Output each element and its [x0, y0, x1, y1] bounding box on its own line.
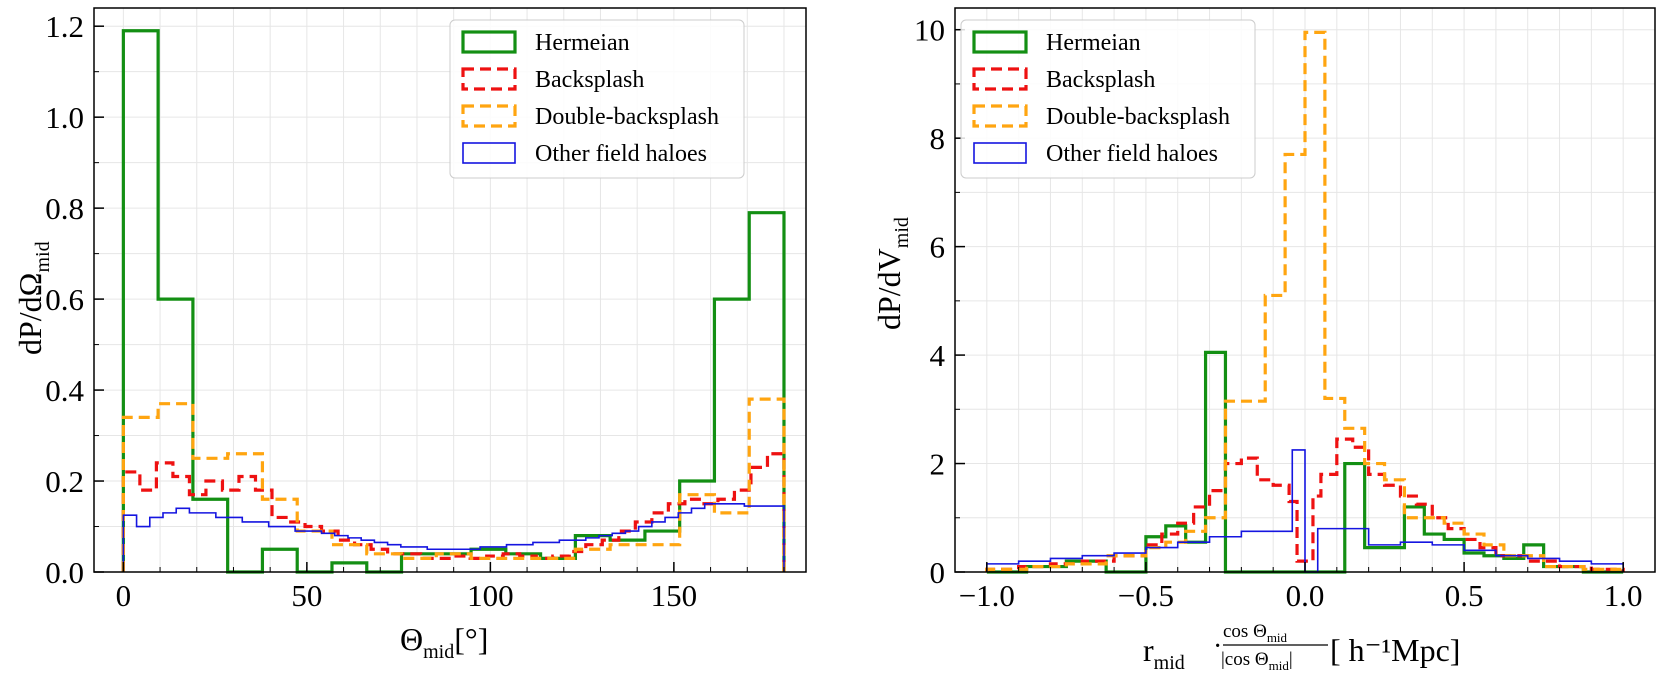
right-y-tick-label: 2: [930, 447, 946, 482]
right-series-other-field-haloes: [986, 449, 1624, 573]
left-legend-label: Backsplash: [535, 67, 644, 93]
left-y-axis-title: dP/dΩmid: [12, 241, 54, 355]
left-series-other-field-haloes: [122, 502, 785, 572]
right-legend-label: Hermeian: [1046, 30, 1141, 56]
right-legend-swatch: [973, 142, 1027, 164]
left-ticks: 0 50 100 150 0.0 0.2 0.4 0.6 0.8 1.0 1.2: [45, 9, 785, 613]
right-legend-swatch: [972, 30, 1028, 54]
frac-den-text: |cos Θ: [1221, 649, 1269, 670]
right-x-tick-label: 0.5: [1445, 578, 1484, 613]
left-y-tick-label: 0.0: [45, 555, 84, 590]
left-x-tick-label: 100: [467, 578, 514, 613]
right-legend-swatch: [972, 67, 1028, 91]
left-y-tick-label: 0.4: [45, 373, 84, 408]
left-series: [121, 29, 786, 574]
left-xlabel-sub: mid: [423, 641, 454, 663]
left-plot-frame: [93, 7, 807, 573]
left-legend-swatch: [461, 104, 517, 128]
right-x-tick-label: −0.5: [1118, 578, 1174, 613]
left-legend-label: Double-backsplash: [535, 104, 719, 130]
right-xlabel-rmid: rmid: [1143, 632, 1185, 674]
right-xlabel-frac-den: |cos Θmid|: [1221, 649, 1293, 673]
left-series-double-backsplash: [121, 397, 786, 572]
frac-num-sub: mid: [1267, 630, 1288, 645]
left-y-tick-label: 0.2: [45, 464, 84, 499]
right-y-tick-label: 8: [930, 121, 946, 156]
left-legend-box: [449, 19, 745, 179]
left-legend: Hermeian Backsplash Double-backsplash Other…: [449, 19, 745, 179]
left-x-axis-title: Θmid[°]: [400, 621, 488, 663]
right-legend: Hermeian Backsplash Double-backsplash Other…: [960, 19, 1256, 179]
right-y-axis-title: dP/dVmid: [871, 217, 913, 330]
left-x-tick-label: 50: [291, 578, 322, 613]
right-legend-label: Backsplash: [1046, 67, 1155, 93]
frac-den-sub: mid: [1269, 658, 1290, 673]
right-series-double-backsplash: [985, 30, 1625, 572]
left-ylabel-sub: mid: [32, 241, 54, 272]
right-x-axis-title: rmid · cos Θmid |cos Θmid| [ h⁻¹Mpc]: [1143, 621, 1460, 674]
left-y-tick-label: 1.0: [45, 100, 84, 135]
right-legend-box: [960, 19, 1256, 179]
right-y-tick-label: 4: [930, 338, 946, 373]
left-xlabel-main: Θ: [400, 621, 423, 657]
left-y-tick-label: 0.6: [45, 282, 84, 317]
right-xlabel-frac-num: cos Θmid: [1223, 621, 1288, 645]
left-y-tick-label: 1.2: [45, 9, 84, 44]
right-ticks: −1.0 −0.5 0.0 0.5 1.0 0 2 4 6 8 10: [914, 13, 1656, 613]
left-legend-label: Other field haloes: [535, 141, 707, 167]
right-x-tick-label: 1.0: [1604, 578, 1643, 613]
left-series-backsplash: [121, 452, 786, 572]
left-y-tick-label: 0.8: [45, 191, 84, 226]
left-ylabel-main: dP/dΩ: [12, 273, 48, 355]
right-legend-label: Other field haloes: [1046, 141, 1218, 167]
frac-num-text: cos Θ: [1223, 621, 1267, 642]
left-legend-swatch: [461, 30, 517, 54]
right-ylabel-sub: mid: [891, 217, 913, 248]
right-xlabel-dot: ·: [1213, 631, 1222, 662]
left-xlabel-unit: [°]: [454, 621, 488, 657]
right-x-tick-label: −1.0: [959, 578, 1015, 613]
right-ylabel-main: dP/dV: [871, 248, 907, 330]
right-y-tick-label: 10: [914, 13, 945, 48]
left-legend-swatch: [462, 142, 516, 164]
left-legend-label: Hermeian: [535, 30, 630, 56]
right-xlabel-unit: [ h⁻¹Mpc]: [1330, 632, 1460, 668]
right-x-tick-label: 0.0: [1286, 578, 1325, 613]
left-x-tick-label: 150: [651, 578, 698, 613]
left-panel: 0 50 100 150 0.0 0.2 0.4 0.6 0.8 1.0 1.2 Hermeian B…: [12, 7, 807, 663]
left-legend-swatch: [461, 67, 517, 91]
right-legend-swatch: [972, 104, 1028, 128]
frac-den-end: |: [1289, 649, 1293, 670]
right-y-tick-label: 0: [930, 555, 946, 590]
right-xlabel-main: r: [1143, 632, 1154, 668]
right-y-tick-label: 6: [930, 230, 946, 265]
right-xlabel-sub: mid: [1154, 652, 1185, 674]
left-x-tick-label: 0: [116, 578, 132, 613]
right-panel: −1.0 −0.5 0.0 0.5 1.0 0 2 4 6 8 10 Hermeian Backspl…: [871, 7, 1656, 674]
right-legend-label: Double-backsplash: [1046, 104, 1230, 130]
